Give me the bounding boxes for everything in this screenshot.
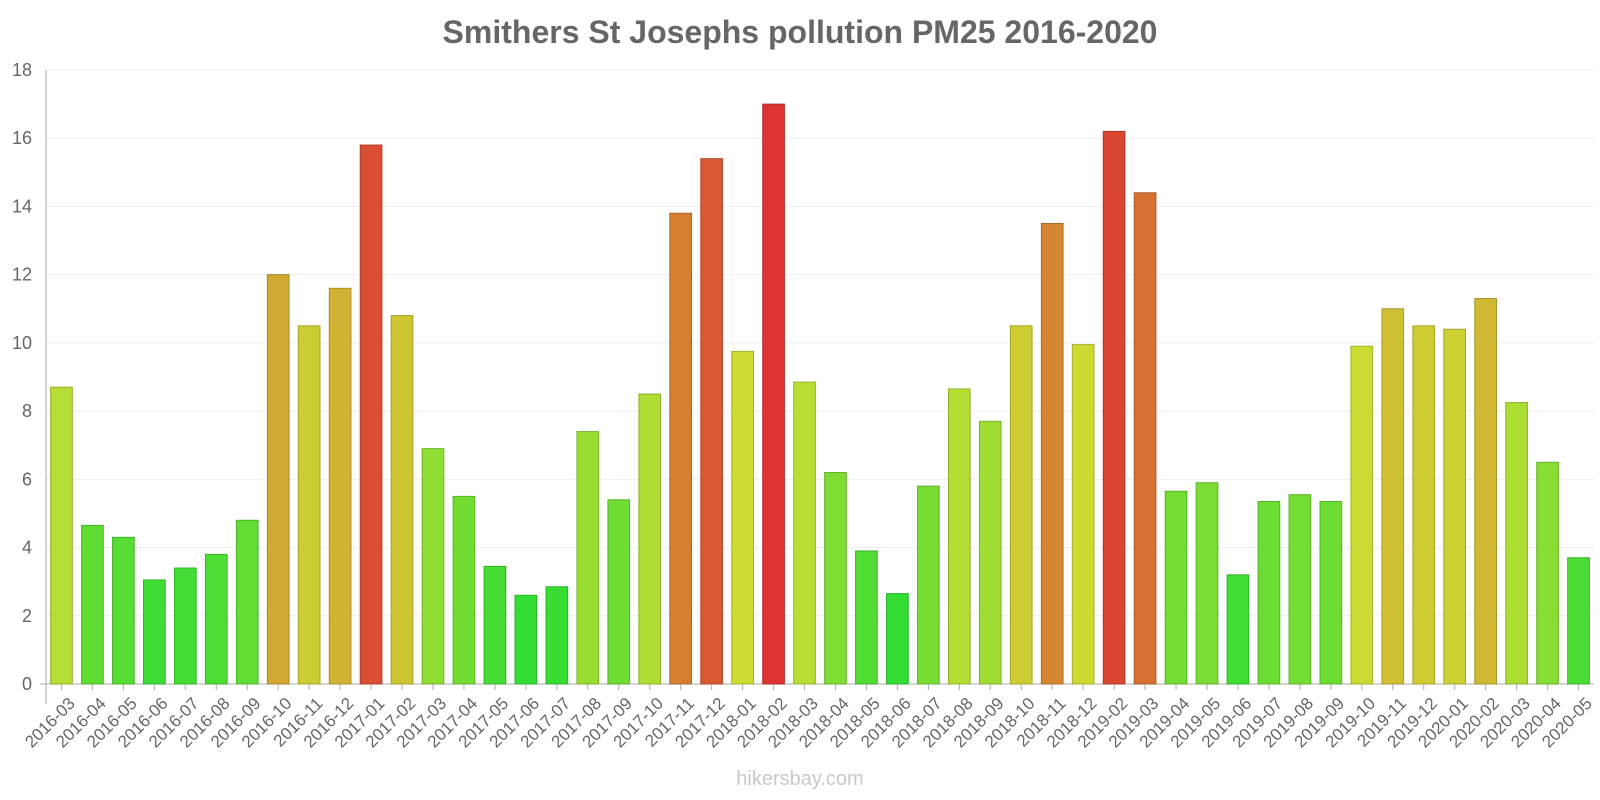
bar-2018-10: [1009, 325, 1033, 685]
watermark: hikersbay.com: [736, 768, 864, 790]
bar-2017-01: [359, 144, 383, 685]
y-axis-ticks: 0 2 4 6 8 10 12 14 16 18: [12, 60, 32, 694]
bar-2018-08: [947, 388, 971, 685]
y-tick-label: 16: [12, 128, 32, 148]
bar-2016-08: [204, 553, 228, 685]
bar-2018-12: [1071, 344, 1095, 685]
bars: [50, 103, 1590, 685]
bar-2017-05: [483, 565, 507, 685]
bar-2016-04: [81, 524, 104, 685]
bar-2019-03: [1133, 192, 1157, 685]
bar-2019-09: [1319, 501, 1343, 685]
bar-2016-12: [328, 287, 352, 685]
bar-2018-07: [917, 485, 940, 685]
bar-2016-05: [112, 536, 135, 685]
bar-2016-09: [235, 519, 259, 685]
y-tick-label: 6: [22, 469, 32, 489]
bar-2018-09: [978, 420, 1002, 685]
bar-2016-10: [266, 274, 290, 685]
bar-2019-08: [1288, 494, 1312, 685]
y-tick-label: 10: [12, 333, 32, 353]
bar-2019-10: [1350, 345, 1374, 685]
bar-2017-12: [700, 158, 723, 685]
bar-2019-04: [1164, 490, 1188, 685]
bar-2016-03: [50, 386, 73, 685]
bar-2018-02: [762, 103, 785, 685]
y-tick-label: 2: [22, 606, 32, 626]
bar-2016-07: [173, 567, 197, 685]
bar-2017-07: [545, 586, 569, 685]
bar-2018-04: [824, 472, 847, 685]
y-tick-label: 14: [12, 196, 32, 216]
bar-2020-02: [1474, 298, 1497, 685]
bar-2020-04: [1536, 461, 1559, 685]
y-tick-label: 12: [12, 265, 32, 285]
bar-2016-11: [297, 325, 321, 685]
chart-title: Smithers St Josephs pollution PM25 2016-…: [442, 14, 1158, 50]
bar-2018-01: [731, 350, 754, 685]
bar-2019-05: [1195, 482, 1219, 685]
bar-2017-08: [576, 431, 600, 685]
bar-2019-07: [1257, 501, 1281, 685]
bar-2017-03: [421, 448, 445, 685]
y-tick-label: 8: [22, 401, 32, 421]
bar-2018-03: [793, 381, 816, 685]
bar-2017-10: [638, 393, 662, 685]
bar-2020-05: [1567, 557, 1590, 685]
bar-2016-06: [143, 579, 166, 685]
bar-2018-06: [886, 593, 909, 685]
y-tick-label: 4: [22, 538, 32, 558]
bar-2019-12: [1412, 325, 1436, 685]
bar-2019-02: [1102, 130, 1126, 685]
bar-2017-06: [514, 594, 538, 685]
bar-2019-11: [1381, 308, 1405, 685]
bar-2020-01: [1443, 328, 1467, 685]
bar-2020-03: [1505, 402, 1528, 685]
y-tick-label: 0: [22, 674, 32, 694]
bar-2017-04: [452, 495, 476, 685]
bar-2017-11: [669, 212, 693, 685]
bar-2018-05: [855, 550, 878, 685]
bar-2018-11: [1040, 223, 1064, 685]
bar-2019-06: [1226, 574, 1250, 685]
x-axis-ticks: 2016-032016-042016-052016-062016-072016-…: [21, 684, 1596, 751]
bar-2017-09: [607, 499, 631, 685]
bar-2017-02: [390, 315, 414, 685]
y-tick-label: 18: [12, 60, 32, 80]
